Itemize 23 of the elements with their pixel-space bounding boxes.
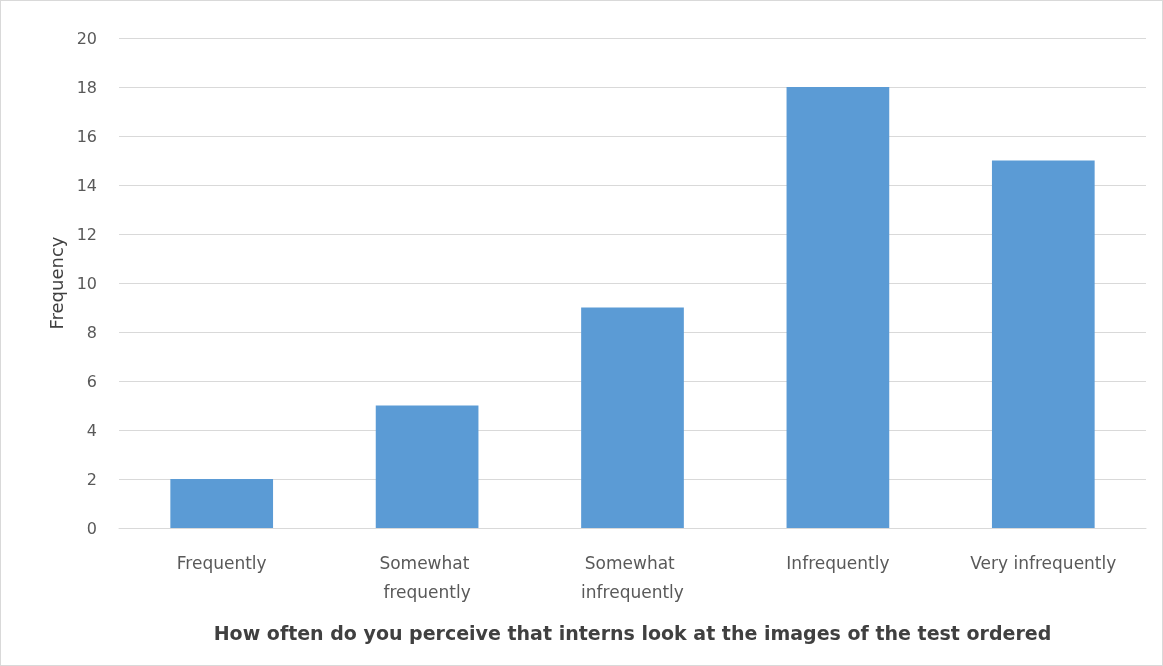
bar xyxy=(581,307,684,528)
x-tick-label: Somewhat infrequently xyxy=(581,552,684,602)
y-tick-label: 14 xyxy=(76,175,97,195)
y-tick-label: 8 xyxy=(86,322,97,342)
y-tick-label: 20 xyxy=(76,28,97,48)
x-axis-title: How often do you perceive that interns look at the images of the test ordered xyxy=(213,621,1052,644)
y-tick-label: 18 xyxy=(76,77,97,97)
y-tick-label: 6 xyxy=(86,371,97,391)
x-tick-label: Infrequently xyxy=(786,552,890,573)
bar xyxy=(375,405,479,528)
y-axis-title: Frequency xyxy=(46,236,68,330)
x-tick-label: Very infrequently xyxy=(970,552,1117,573)
bar xyxy=(991,160,1095,528)
y-tick-label: 16 xyxy=(76,126,97,146)
y-tick-label: 10 xyxy=(76,273,97,293)
x-tick-label: Somewhat frequently xyxy=(379,552,475,602)
bar xyxy=(786,87,890,528)
y-tick-label: 12 xyxy=(76,224,97,244)
x-tick-label: Frequently xyxy=(176,552,267,573)
y-tick-label: 2 xyxy=(86,469,97,489)
y-tick-label: 4 xyxy=(86,420,97,440)
bar xyxy=(170,479,274,528)
y-tick-label: 0 xyxy=(86,518,97,538)
